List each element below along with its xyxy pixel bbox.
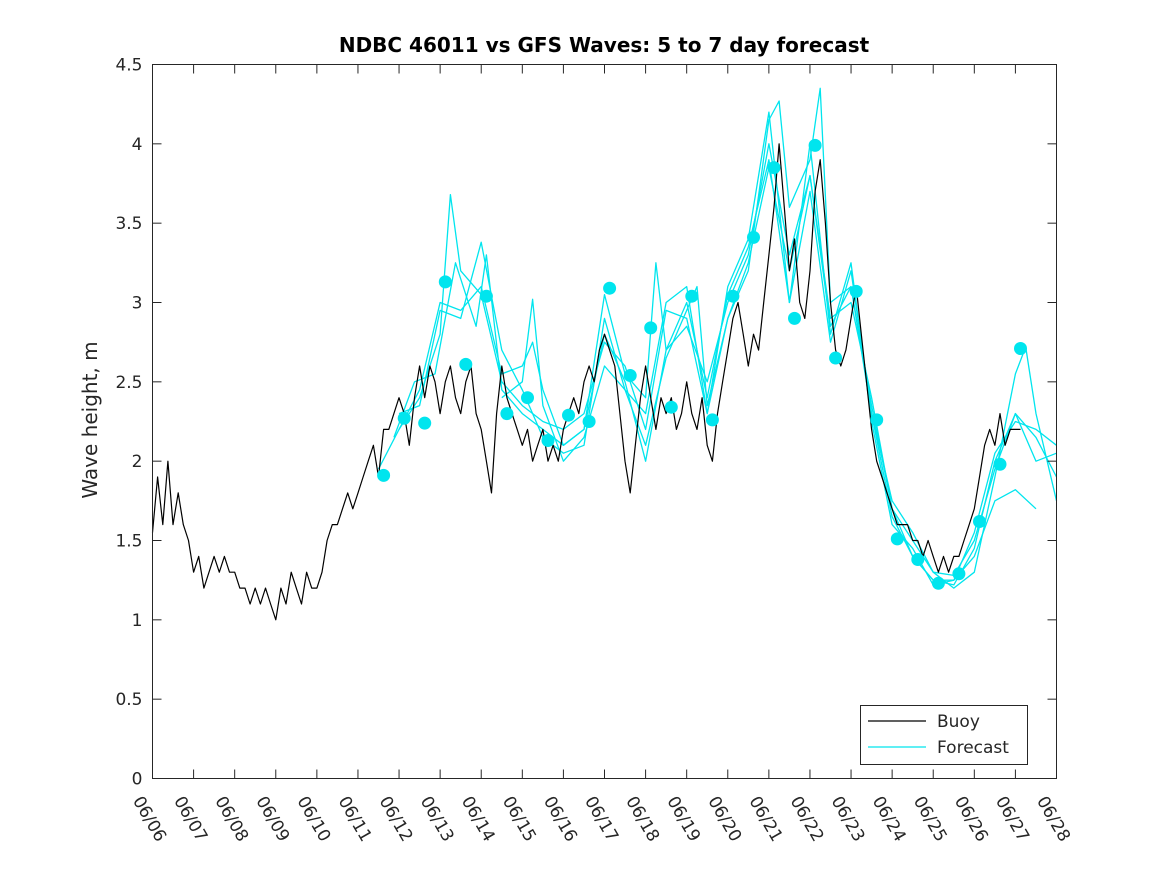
forecast-series-line-4 [398,111,1057,586]
forecast-series-line-5 [398,159,1037,581]
forecast-marker-26 [911,553,925,566]
y-tick-label: 4 [132,135,143,155]
forecast-marker-19 [767,161,781,175]
x-tick-label: 06/10 [293,793,335,845]
plot-area [152,64,1057,779]
forecast-marker-2 [418,416,432,430]
forecast-marker-1 [397,411,411,425]
forecast-marker-24 [870,413,884,427]
x-tick-label: 06/17 [580,793,622,845]
forecast-marker-21 [808,138,822,152]
x-tick-label: 06/27 [991,793,1033,845]
forecast-marker-17 [726,289,740,303]
y-tick-label: 1.5 [115,532,142,552]
y-tick-label: 2.5 [115,373,142,393]
x-tick-label: 06/08 [210,793,252,845]
forecast-marker-14 [664,400,678,414]
forecast-marker-5 [479,289,493,303]
forecast-marker-23 [849,284,863,298]
x-tick-label: 06/14 [457,793,499,845]
x-tick-label: 06/19 [662,793,704,845]
forecast-marker-6 [500,407,514,421]
forecast-marker-30 [993,457,1007,471]
forecast-marker-9 [562,408,575,422]
y-tick-label: 3.5 [115,214,142,234]
y-tick-label: 1 [132,611,143,631]
y-tick-label: 0 [132,770,143,790]
forecast-marker-4 [459,357,473,371]
forecast-marker-8 [541,434,555,447]
x-tick-label: 06/26 [950,793,992,845]
forecast-marker-25 [890,532,904,546]
forecast-marker-0 [377,468,391,482]
x-tick-label: 06/16 [539,793,581,845]
forecast-marker-22 [829,351,843,365]
x-tick-label: 06/20 [703,793,745,845]
forecast-marker-16 [705,413,719,427]
x-tick-label: 06/22 [786,793,828,845]
x-tick-label: 06/07 [169,793,211,845]
x-tick-label: 06/23 [827,793,869,845]
chart-title: NDBC 46011 vs GFS Waves: 5 to 7 day fore… [339,33,870,57]
x-tick-label: 06/06 [128,793,170,845]
forecast-marker-20 [788,311,801,325]
forecast-marker-15 [685,289,699,303]
buoy-series-line [151,143,1021,621]
forecast-marker-12 [623,369,637,382]
y-tick-label: 3 [132,294,143,314]
legend-box [860,705,1028,765]
forecast-marker-27 [931,576,945,590]
forecast-marker-18 [747,230,760,244]
y-tick-label: 4.5 [115,56,142,76]
buoy-line-group [151,143,1021,621]
x-tick-label: 06/11 [334,793,376,845]
y-axis: 0 0.5 1 1.5 2 2.5 3 3.5 4 4.5 [115,56,1057,790]
y-tick-label: 2 [132,452,143,472]
legend-forecast-label: Forecast [937,738,1009,758]
x-tick-label: 06/12 [375,793,417,845]
forecast-marker-29 [973,515,986,528]
forecast-marker-7 [521,391,534,405]
legend-buoy-label: Buoy [937,712,980,732]
forecast-marker-31 [1014,342,1027,355]
forecast-marker-28 [952,567,966,581]
forecast-marker-10 [582,415,596,428]
forecast-marker-11 [603,281,617,295]
forecast-markers [377,138,1027,590]
x-tick-label: 06/28 [1032,793,1074,845]
x-tick-label: 06/21 [745,793,787,845]
forecast-marker-13 [644,321,658,335]
y-axis-label: Wave height, m [78,341,102,498]
legend: Buoy Forecast [860,705,1028,765]
x-tick-label: 06/18 [621,793,663,845]
x-tick-label: 06/09 [251,793,293,845]
x-tick-label: 06/24 [868,793,910,845]
x-tick-label: 06/15 [498,793,540,845]
y-tick-label: 0.5 [115,690,142,710]
x-tick-label: 06/25 [909,793,951,845]
forecast-marker-3 [438,275,452,289]
x-tick-label: 06/13 [416,793,458,845]
